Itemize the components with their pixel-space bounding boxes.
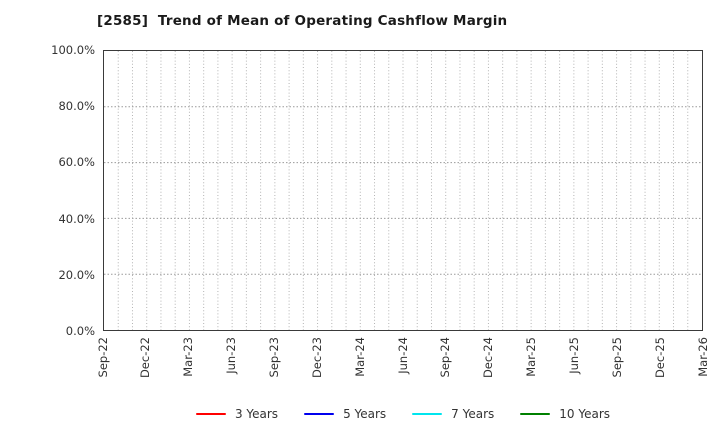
x-tick-label: Sep-23 <box>266 337 281 378</box>
x-tick-label: Dec-24 <box>481 337 496 379</box>
legend-item-10-years: 10 Years <box>520 407 610 421</box>
legend-item-7-years: 7 Years <box>412 407 494 421</box>
grid <box>104 51 702 330</box>
plot-area <box>103 50 703 331</box>
legend-label: 10 Years <box>559 407 611 421</box>
x-tick-label: Mar-23 <box>181 337 196 377</box>
legend-line-icon <box>195 412 226 416</box>
legend-item-5-years: 5 Years <box>304 407 386 421</box>
y-tick-label: 100.0% <box>51 43 95 57</box>
y-tick-label: 20.0% <box>58 267 95 282</box>
y-tick-label: 60.0% <box>58 155 95 170</box>
legend-item-3-years: 3 Years <box>195 407 279 421</box>
y-tick-label: 80.0% <box>58 99 95 114</box>
x-tick-label: Dec-25 <box>652 337 667 379</box>
x-tick-label: Mar-25 <box>524 337 539 377</box>
chart-title: [2585] Trend of Mean of Operating Cashfl… <box>97 13 508 29</box>
legend-line-icon <box>412 412 443 416</box>
y-tick-label: 0.0% <box>65 324 95 338</box>
x-tick-label: Mar-24 <box>352 337 367 377</box>
x-tick-label: Sep-24 <box>438 337 453 378</box>
legend-line-icon <box>520 412 551 416</box>
x-tick-label: Jun-25 <box>566 337 581 374</box>
legend-label: 3 Years <box>234 407 279 421</box>
legend: 3 Years 5 Years 7 Years 10 Years <box>103 402 703 426</box>
x-tick-label: Sep-25 <box>609 337 624 378</box>
legend-label: 7 Years <box>451 407 495 421</box>
y-tick-label: 40.0% <box>58 211 95 226</box>
x-tick-label: Jun-24 <box>395 337 410 374</box>
x-tick-label: Jun-23 <box>224 337 239 374</box>
legend-line-icon <box>304 412 335 416</box>
legend-label: 5 Years <box>343 407 387 421</box>
x-tick-label: Dec-23 <box>309 337 324 379</box>
x-tick-label: Dec-22 <box>138 337 153 379</box>
x-tick-label: Mar-26 <box>695 337 710 377</box>
x-tick-label: Sep-22 <box>95 337 110 378</box>
